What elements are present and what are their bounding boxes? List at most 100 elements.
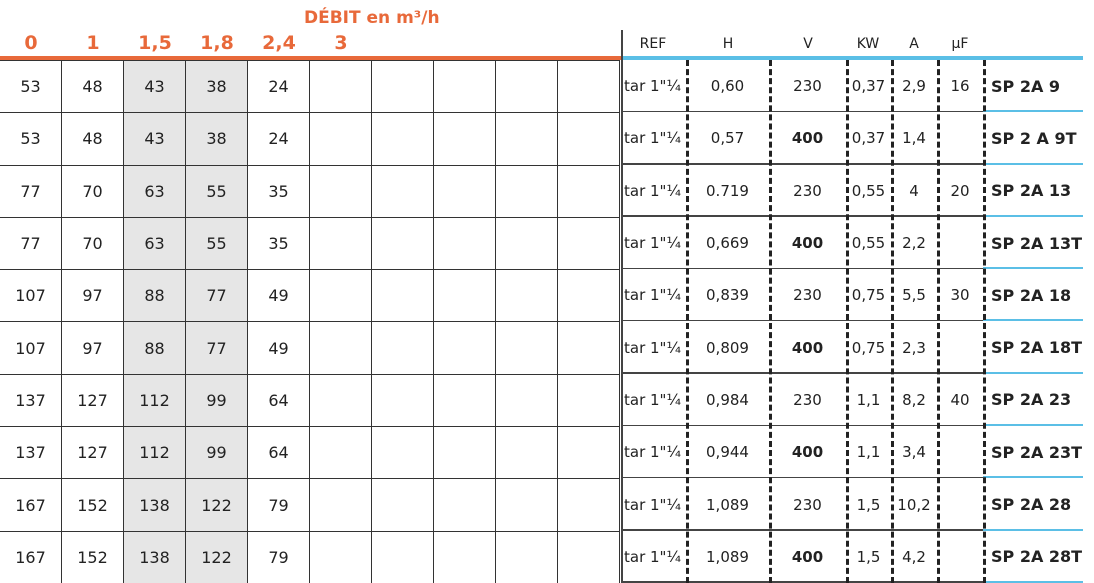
blue-header-rule (621, 56, 1083, 60)
spec-row: tar 1"¼ 0,809 400 0,75 2,3 SP 2A 18T (621, 322, 1083, 374)
divider (621, 30, 623, 583)
flow-cell (557, 373, 620, 428)
h-cell: 0.719 (706, 181, 749, 200)
dashed-divider (983, 60, 986, 583)
v-cell: 400 (791, 443, 824, 462)
uf-cell (937, 478, 983, 530)
flow-cell (495, 269, 558, 323)
v-cell: 230 (793, 495, 822, 514)
kw-cell: 0,55 (851, 234, 886, 253)
uf-cell (937, 426, 983, 478)
row-divider-blue (983, 371, 1083, 374)
row-divider (621, 110, 983, 113)
flow-cell: 63 (123, 216, 186, 271)
flow-cell: 49 (247, 269, 310, 323)
spec-row: tar 1"¼ 0,60 230 0,37 2,9 16 SP 2A 9 (621, 60, 1083, 113)
uf-cell (937, 322, 983, 374)
h-cell: 0,669 (706, 234, 749, 253)
flow-cell (433, 478, 496, 532)
dashed-divider (846, 60, 849, 583)
v-cell: 400 (791, 234, 824, 253)
flow-cell: 79 (247, 478, 310, 532)
flow-cell: 48 (61, 112, 124, 166)
flow-cell: 43 (123, 112, 186, 166)
flow-cell: 97 (61, 269, 124, 323)
v-cell: 400 (791, 129, 824, 148)
kw-cell: 0,55 (851, 181, 886, 200)
row-divider (621, 529, 983, 531)
row-divider (621, 215, 983, 217)
flow-cell (433, 269, 496, 323)
a-cell: 1,4 (902, 129, 926, 148)
flow-cell: 152 (61, 530, 124, 583)
flow-cell: 167 (0, 478, 62, 532)
flow-cell: 24 (247, 112, 310, 166)
row-divider-blue (983, 528, 1083, 531)
flow-cell (309, 216, 372, 271)
flow-cell (371, 269, 434, 323)
row-divider (621, 476, 983, 479)
model-cell: SP 2 A 9T (991, 128, 1077, 148)
table-row: 53 48 43 38 24 (0, 59, 620, 114)
dashed-divider (769, 60, 772, 583)
flow-cell: 64 (247, 373, 310, 428)
a-cell: 2,3 (902, 338, 926, 357)
flow-cell: 99 (185, 426, 248, 480)
model-cell: SP 2A 23 (991, 390, 1072, 410)
flow-cell: 138 (123, 478, 186, 532)
table-row: 167 152 138 122 79 (0, 478, 620, 532)
flow-cell: 112 (123, 426, 186, 480)
flow-cell: 77 (0, 164, 62, 218)
a-cell: 8,2 (902, 390, 926, 409)
flow-cell: 35 (247, 164, 310, 218)
flow-cell: 48 (61, 59, 124, 114)
model-cell: SP 2A 13 (991, 181, 1072, 201)
flow-cell (495, 478, 558, 532)
table-row: 107 97 88 77 49 (0, 269, 620, 323)
v-cell: 230 (793, 77, 822, 96)
ref-cell: tar 1"¼ (624, 286, 681, 305)
orange-header-rule (0, 56, 621, 60)
flow-cell (557, 216, 620, 271)
flow-cell (371, 373, 434, 428)
flow-cell (495, 321, 558, 375)
flow-cell (557, 112, 620, 166)
v-cell: 230 (793, 390, 822, 409)
uf-cell: 40 (950, 390, 970, 409)
flow-cell (371, 216, 434, 271)
flow-cell: 137 (0, 373, 62, 428)
row-divider (621, 319, 983, 322)
flow-cell (433, 373, 496, 428)
flow-cell: 38 (185, 59, 248, 114)
flow-cell (433, 321, 496, 375)
flow-cell: 70 (61, 164, 124, 218)
flow-cell (309, 321, 372, 375)
uf-cell (937, 217, 983, 269)
flow-cell: 88 (123, 269, 186, 323)
column-header: REF (639, 36, 667, 52)
a-cell: 3,4 (902, 443, 926, 462)
flow-cell: 49 (247, 321, 310, 375)
flow-cell (371, 530, 434, 583)
spec-row: tar 1"¼ 1,089 400 1,5 4,2 SP 2A 28T (621, 531, 1083, 583)
column-header: µF (951, 36, 969, 52)
flow-cell (557, 269, 620, 323)
flow-cell (433, 112, 496, 166)
uf-cell (937, 531, 983, 583)
flow-cell: 138 (123, 530, 186, 583)
flow-cell (557, 321, 620, 375)
flow-cell: 38 (185, 112, 248, 166)
row-divider-blue (983, 319, 1083, 322)
flow-header: 3 (334, 32, 348, 54)
ref-cell: tar 1"¼ (624, 77, 681, 96)
table-row: 137 127 112 99 64 (0, 426, 620, 480)
flow-cell (309, 59, 372, 114)
flow-cell: 70 (61, 216, 124, 271)
flow-cell (557, 478, 620, 532)
model-cell: SP 2A 18 (991, 285, 1072, 305)
ref-cell: tar 1"¼ (624, 338, 681, 357)
flow-cell (495, 112, 558, 166)
flow-cell: 88 (123, 321, 186, 375)
flow-title: DÉBIT en m³/h (304, 8, 440, 28)
